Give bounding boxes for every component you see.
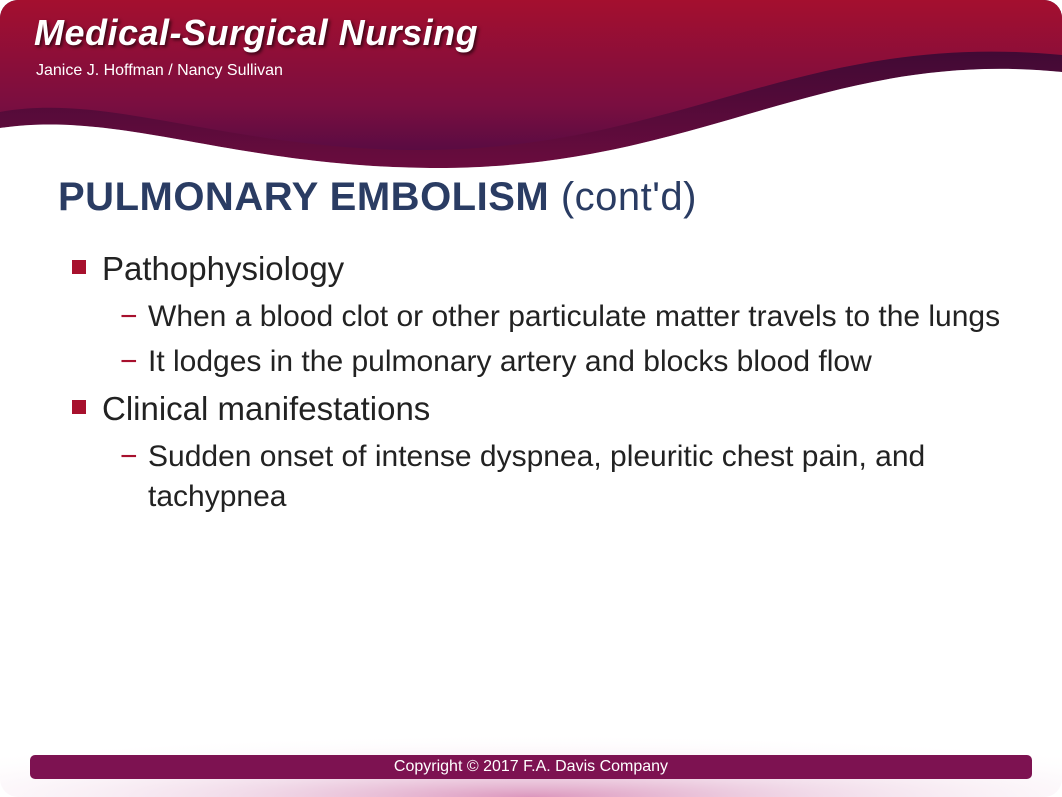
content-area: PULMONARY EMBOLISM (cont'd) Pathophysiol… — [58, 175, 1007, 522]
footer-glow-graphic — [0, 707, 1062, 797]
heading-main: PULMONARY EMBOLISM — [58, 175, 561, 219]
bullet-level2: When a blood clot or other particulate m… — [58, 297, 1007, 337]
copyright-text: Copyright © 2017 F.A. Davis Company — [394, 758, 668, 775]
bullet-list: Pathophysiology When a blood clot or oth… — [58, 248, 1007, 516]
bullet-level2: Sudden onset of intense dyspnea, pleurit… — [58, 437, 1007, 516]
authors: Janice J. Hoffman / Nancy Sullivan — [36, 62, 283, 80]
footer-bar: Copyright © 2017 F.A. Davis Company — [30, 755, 1032, 779]
bullet-level1: Pathophysiology — [58, 248, 1007, 291]
heading-suffix: (cont'd) — [561, 175, 697, 219]
slide-heading: PULMONARY EMBOLISM (cont'd) — [58, 175, 1007, 220]
slide: Medical-Surgical Nursing Janice J. Hoffm… — [0, 0, 1062, 797]
book-title: Medical-Surgical Nursing — [34, 12, 478, 54]
bullet-level2: It lodges in the pulmonary artery and bl… — [58, 342, 1007, 382]
bullet-level1: Clinical manifestations — [58, 388, 1007, 431]
